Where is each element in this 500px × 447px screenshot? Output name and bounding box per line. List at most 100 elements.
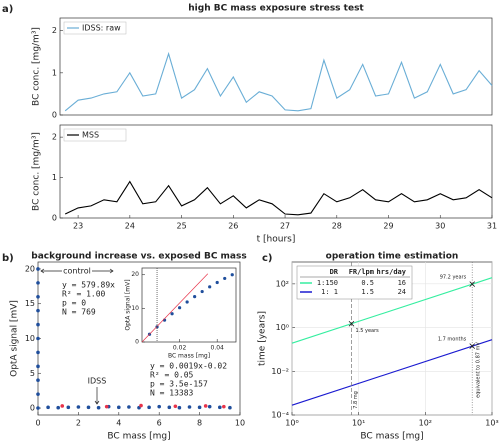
x-tick-label: 0: [35, 419, 40, 428]
reference-label: 7.8 mg: [353, 391, 359, 409]
data-point: [173, 404, 178, 409]
data-point: [185, 300, 189, 304]
y-axis-label: BC conc. [mg/m³]: [32, 27, 42, 106]
fit-line: [141, 273, 209, 343]
table-header: DR: [330, 268, 339, 276]
x-axis-label: t [hours]: [257, 235, 296, 245]
y-tick-label: 10²: [276, 279, 289, 288]
x-tick-label: 10²: [419, 419, 432, 428]
data-point: [117, 405, 121, 410]
data-point: [127, 405, 131, 409]
table-cell: 0.5: [361, 279, 374, 287]
x-tick-label: 10³: [485, 419, 498, 428]
data-line: [291, 277, 493, 344]
x-tick-label: 23: [73, 222, 83, 231]
data-point: [193, 294, 197, 299]
y-tick-label: 0: [135, 339, 139, 346]
plot-area: [59, 17, 493, 116]
y-tick-label: 2: [52, 26, 57, 35]
table-cell: 1.5: [361, 288, 374, 296]
fit-stat: R² = 0.05: [150, 371, 194, 380]
data-point: [230, 273, 234, 277]
y-tick-label: 10: [131, 305, 139, 312]
data-point: [36, 336, 40, 341]
x-tick-label: 27: [280, 222, 290, 231]
data-point: [228, 405, 232, 410]
data-point: [36, 294, 40, 299]
y-tick-label: 10⁻⁴: [271, 411, 289, 420]
data-point: [207, 404, 212, 409]
data-point: [187, 405, 192, 409]
fit-stat: p = 3.5e-157: [150, 380, 208, 389]
annotation: control: [63, 267, 91, 276]
panel-label: a): [2, 4, 13, 15]
table-cell: 24: [398, 288, 406, 296]
panel-label: c): [262, 253, 273, 264]
y-tick-label: 10⁰: [276, 323, 289, 332]
data-point: [223, 276, 227, 281]
chart-title: background increase vs. exposed BC mass: [31, 252, 246, 262]
data-point: [178, 306, 182, 310]
data-point: [36, 281, 40, 285]
data-point: [36, 308, 40, 313]
data-point: [76, 405, 81, 409]
data-point: [200, 289, 204, 294]
y-tick-label: 15: [25, 299, 35, 308]
arrow: [40, 268, 114, 274]
y-axis-label: OptA signal [mV]: [10, 300, 20, 377]
fit-stat: N = 769: [62, 308, 96, 317]
x-tick-label: 28: [332, 222, 342, 231]
legend-label: MSS: [82, 131, 99, 140]
y-tick-label: 1: [52, 173, 57, 182]
data-point: [36, 350, 40, 355]
y-tick-label: 20: [131, 271, 139, 278]
y-axis-label: time [years]: [258, 311, 268, 366]
marker-label: 1.5 years: [355, 328, 379, 334]
table-cell: 1:150: [317, 279, 338, 287]
chart-title: operation time estimation: [326, 252, 459, 262]
x-tick-label: 10: [235, 419, 245, 428]
data-point: [36, 322, 40, 327]
marker: [469, 281, 476, 287]
x-tick-label: 29: [383, 222, 393, 231]
x-tick-label: 8: [197, 419, 202, 428]
marker-label: 1.7 months: [438, 337, 467, 343]
fit-stat: y = 0.0019x-0.02: [150, 362, 227, 371]
table-header: hrs/day: [376, 268, 406, 276]
x-tick-label: 25: [176, 222, 186, 231]
data-point: [104, 404, 109, 409]
data-point: [36, 267, 40, 271]
table-header: FR/lpm: [349, 268, 374, 276]
fit-stat: R² = 1.00: [62, 290, 106, 299]
data-point: [56, 405, 60, 410]
data-point: [208, 285, 212, 289]
data-point: [222, 404, 226, 409]
data-line: [64, 51, 493, 112]
arrow: [94, 387, 100, 405]
x-axis-label: BC mass [mg]: [107, 432, 170, 442]
x-tick-label: 24: [125, 222, 135, 231]
data-point: [36, 364, 40, 369]
data-point: [218, 405, 222, 410]
table-cell: 1: 1: [321, 288, 338, 296]
data-point: [177, 405, 182, 410]
data-point: [167, 405, 172, 410]
fit-stat: p = 0: [62, 299, 86, 308]
x-axis-label: BC mass [mg]: [360, 432, 423, 442]
data-point: [60, 404, 65, 408]
chart-title: high BC mass exposure stress test: [188, 4, 364, 14]
y-tick-label: 5: [30, 369, 35, 378]
data-point: [139, 403, 143, 408]
annotation: IDSS: [88, 377, 107, 386]
data-point: [46, 405, 50, 410]
x-tick-label: 26: [228, 222, 238, 231]
x-axis-label: BC mass [mg]: [168, 353, 210, 360]
marker: [469, 343, 476, 349]
x-tick-label: 2: [76, 419, 81, 428]
y-tick-label: 1: [52, 68, 57, 77]
data-point: [36, 406, 40, 410]
data-point: [96, 405, 101, 410]
data-point: [86, 405, 91, 410]
x-tick-label: 30: [435, 222, 445, 231]
